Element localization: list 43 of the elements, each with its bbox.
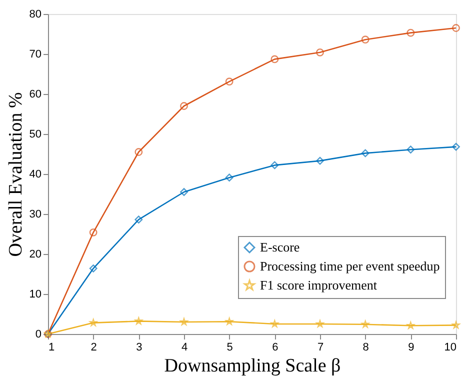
- x-tick-label: 7: [317, 342, 324, 354]
- point: [270, 161, 279, 170]
- x-tick-label: 9: [408, 342, 414, 354]
- y-tick-label: 10: [29, 288, 42, 300]
- y-tick-label: 20: [29, 248, 42, 260]
- point: [89, 228, 98, 236]
- y-tick-label: 80: [29, 8, 42, 20]
- y-tick-label: 60: [29, 88, 42, 100]
- legend-label: F1 score improvement: [260, 278, 378, 292]
- legend-label: E-score: [260, 240, 300, 254]
- point: [89, 264, 98, 272]
- point: [225, 78, 234, 86]
- x-tick-label: 8: [362, 342, 369, 354]
- x-tick-label: 3: [136, 342, 142, 354]
- point: [452, 321, 460, 329]
- point: [406, 146, 415, 154]
- point: [361, 36, 370, 44]
- x-axis-title: Downsampling Scale β: [164, 356, 341, 376]
- x-tick-label: 6: [272, 342, 278, 354]
- y-tick-label: 50: [29, 128, 42, 140]
- y-tick-label: 30: [29, 208, 42, 220]
- x-tick-label: 1: [48, 342, 55, 354]
- point: [180, 188, 188, 196]
- point: [406, 28, 415, 37]
- point: [270, 55, 279, 64]
- point: [316, 156, 324, 165]
- point: [452, 142, 460, 151]
- point: [225, 174, 234, 182]
- x-tick-label: 4: [181, 342, 188, 354]
- y-tick-label: 70: [29, 48, 42, 60]
- x-tick-label: 2: [90, 342, 97, 354]
- point: [134, 148, 143, 156]
- point: [180, 102, 188, 110]
- y-tick-label: 0: [35, 328, 42, 340]
- point: [316, 48, 324, 56]
- y-tick-label: 40: [29, 168, 42, 180]
- x-tick-label: 5: [226, 342, 233, 354]
- legend-label: Processing time per event speedup: [260, 258, 440, 274]
- point: [361, 149, 370, 158]
- point: [452, 24, 460, 32]
- x-tick-label: 10: [444, 342, 456, 354]
- point: [134, 216, 143, 224]
- y-axis-title: Overall Evaluation %: [5, 92, 26, 257]
